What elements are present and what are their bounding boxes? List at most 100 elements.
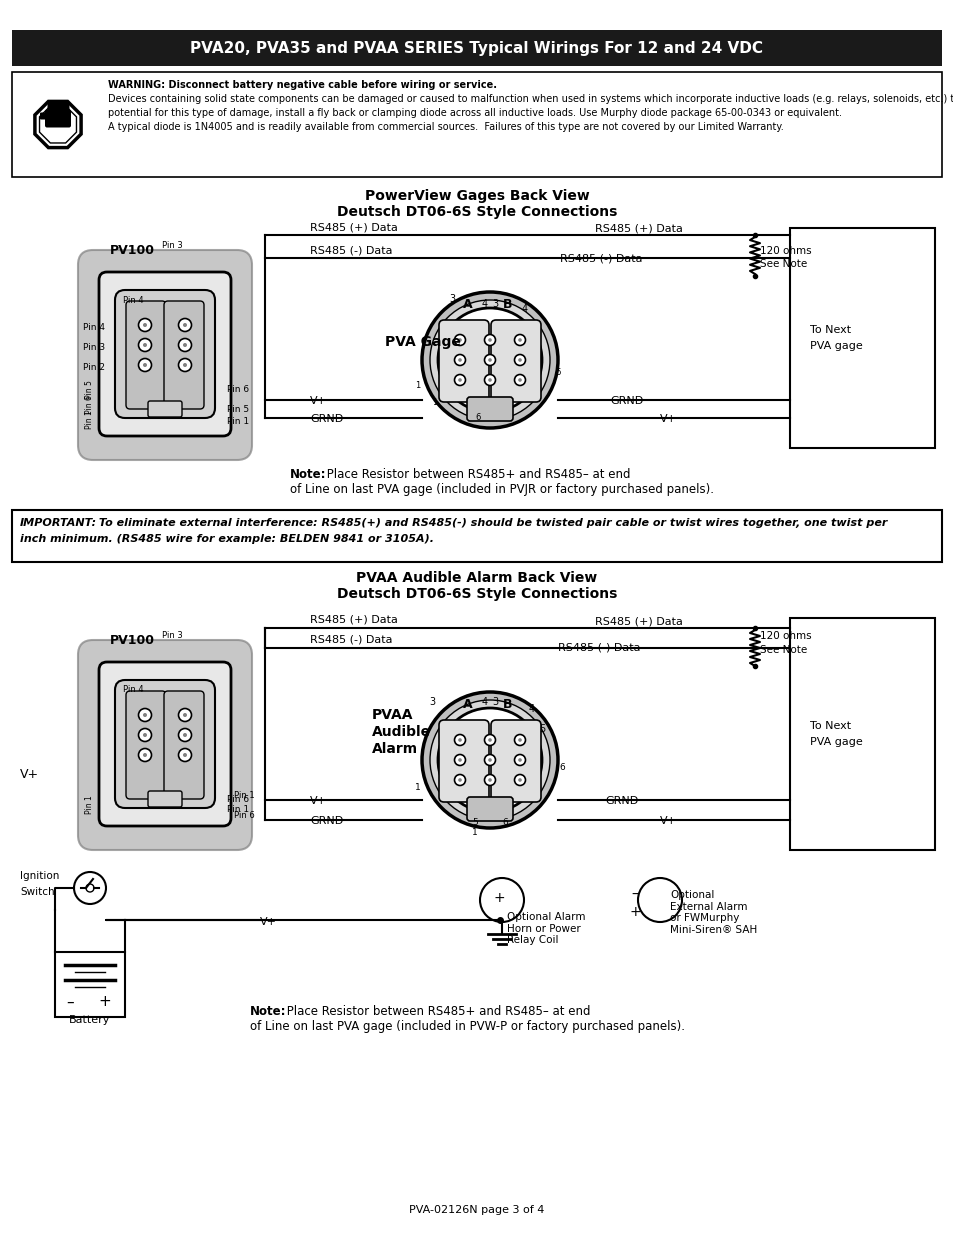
Circle shape bbox=[86, 884, 94, 892]
FancyBboxPatch shape bbox=[467, 797, 513, 821]
Circle shape bbox=[457, 739, 461, 742]
Circle shape bbox=[138, 319, 152, 331]
FancyBboxPatch shape bbox=[467, 396, 513, 421]
Circle shape bbox=[484, 335, 495, 346]
Text: Pin 1: Pin 1 bbox=[234, 792, 254, 800]
Text: +: + bbox=[493, 890, 504, 905]
Text: Pin 6: Pin 6 bbox=[234, 811, 254, 820]
Circle shape bbox=[454, 735, 465, 746]
Text: –: – bbox=[66, 994, 73, 1009]
Text: 3: 3 bbox=[449, 294, 455, 304]
Circle shape bbox=[517, 739, 521, 742]
Text: GRND: GRND bbox=[604, 797, 638, 806]
FancyBboxPatch shape bbox=[78, 640, 252, 850]
Circle shape bbox=[457, 338, 461, 342]
Circle shape bbox=[437, 308, 541, 412]
Circle shape bbox=[517, 358, 521, 362]
Text: Battery: Battery bbox=[70, 1015, 111, 1025]
Text: Note:: Note: bbox=[250, 1005, 286, 1018]
Text: V+: V+ bbox=[659, 414, 677, 424]
Circle shape bbox=[484, 735, 495, 746]
Text: PV100: PV100 bbox=[110, 634, 154, 646]
Text: A: A bbox=[463, 698, 473, 711]
Circle shape bbox=[454, 354, 465, 366]
Bar bbox=[55, 952, 125, 1016]
Bar bbox=[12, 72, 941, 177]
Text: WARNING: Disconnect battery negative cable before wiring or service.: WARNING: Disconnect battery negative cab… bbox=[108, 80, 497, 90]
Bar bbox=[789, 618, 934, 850]
Circle shape bbox=[430, 700, 550, 820]
Text: To eliminate external interference: RS485(+) and RS485(-) should be twisted pair: To eliminate external interference: RS48… bbox=[95, 517, 886, 529]
Text: V+: V+ bbox=[659, 816, 677, 826]
Circle shape bbox=[484, 374, 495, 385]
Text: 5: 5 bbox=[538, 724, 544, 734]
Text: +: + bbox=[98, 994, 112, 1009]
Text: V+: V+ bbox=[310, 396, 327, 406]
Circle shape bbox=[488, 378, 492, 382]
Circle shape bbox=[143, 363, 147, 367]
Text: PVA gage: PVA gage bbox=[809, 341, 862, 351]
Text: Switch: Switch bbox=[20, 887, 54, 897]
Text: 3: 3 bbox=[429, 697, 435, 706]
Polygon shape bbox=[35, 101, 81, 148]
Text: A typical diode is 1N4005 and is readily available from commercial sources.  Fai: A typical diode is 1N4005 and is readily… bbox=[108, 122, 783, 132]
Circle shape bbox=[514, 354, 525, 366]
Text: RS485 (+) Data: RS485 (+) Data bbox=[595, 616, 682, 626]
Circle shape bbox=[183, 734, 187, 737]
Text: RS485 (-) Data: RS485 (-) Data bbox=[310, 245, 392, 254]
Text: RS485 (-) Data: RS485 (-) Data bbox=[559, 253, 641, 263]
Text: IMPORTANT:: IMPORTANT: bbox=[20, 517, 97, 529]
FancyBboxPatch shape bbox=[491, 320, 540, 403]
Circle shape bbox=[138, 709, 152, 721]
Text: Ignition: Ignition bbox=[20, 871, 59, 881]
Text: See Note: See Note bbox=[760, 258, 806, 268]
Text: V+: V+ bbox=[310, 797, 327, 806]
Text: Optional Alarm
Horn or Power
Relay Coil: Optional Alarm Horn or Power Relay Coil bbox=[506, 911, 585, 945]
Circle shape bbox=[484, 354, 495, 366]
Circle shape bbox=[183, 363, 187, 367]
Circle shape bbox=[488, 739, 492, 742]
Text: 3: 3 bbox=[492, 697, 497, 706]
Circle shape bbox=[517, 338, 521, 342]
Circle shape bbox=[143, 324, 147, 327]
Text: Pin 5: Pin 5 bbox=[86, 380, 94, 399]
FancyBboxPatch shape bbox=[491, 720, 540, 802]
Circle shape bbox=[74, 872, 106, 904]
Circle shape bbox=[143, 734, 147, 737]
FancyBboxPatch shape bbox=[438, 320, 489, 403]
Text: GRND: GRND bbox=[310, 414, 343, 424]
Text: Pin 6: Pin 6 bbox=[86, 395, 94, 415]
Text: Pin 3: Pin 3 bbox=[162, 631, 183, 640]
Text: PowerView Gages Back View: PowerView Gages Back View bbox=[364, 189, 589, 203]
FancyBboxPatch shape bbox=[148, 401, 182, 417]
Text: B: B bbox=[503, 298, 512, 311]
Text: Pin 5: Pin 5 bbox=[227, 405, 249, 415]
Text: 120 ohms: 120 ohms bbox=[760, 246, 811, 256]
Circle shape bbox=[457, 758, 461, 762]
Circle shape bbox=[514, 374, 525, 385]
Circle shape bbox=[517, 758, 521, 762]
Circle shape bbox=[514, 755, 525, 766]
Text: V+: V+ bbox=[260, 918, 276, 927]
Text: –: – bbox=[631, 888, 638, 902]
Bar bbox=[12, 510, 941, 562]
Circle shape bbox=[484, 774, 495, 785]
Text: PVAA Audible Alarm Back View: PVAA Audible Alarm Back View bbox=[356, 571, 597, 585]
Circle shape bbox=[517, 778, 521, 782]
FancyBboxPatch shape bbox=[40, 112, 50, 120]
Text: Devices containing solid state components can be damaged or caused to malfunctio: Devices containing solid state component… bbox=[108, 94, 953, 104]
Text: Pin 1: Pin 1 bbox=[86, 410, 94, 430]
Circle shape bbox=[138, 729, 152, 741]
Text: RS485 (-) Data: RS485 (-) Data bbox=[310, 635, 392, 645]
Circle shape bbox=[517, 378, 521, 382]
Text: RS485 (+) Data: RS485 (+) Data bbox=[310, 615, 397, 625]
Circle shape bbox=[454, 335, 465, 346]
Text: of Line on last PVA gage (included in PVJR or factory purchased panels).: of Line on last PVA gage (included in PV… bbox=[290, 483, 713, 496]
Circle shape bbox=[421, 291, 558, 429]
FancyBboxPatch shape bbox=[115, 290, 214, 417]
Text: V+: V+ bbox=[20, 768, 39, 782]
Text: Note:: Note: bbox=[290, 468, 326, 480]
Circle shape bbox=[479, 878, 523, 923]
Text: Pin 1: Pin 1 bbox=[86, 795, 94, 814]
Circle shape bbox=[457, 378, 461, 382]
